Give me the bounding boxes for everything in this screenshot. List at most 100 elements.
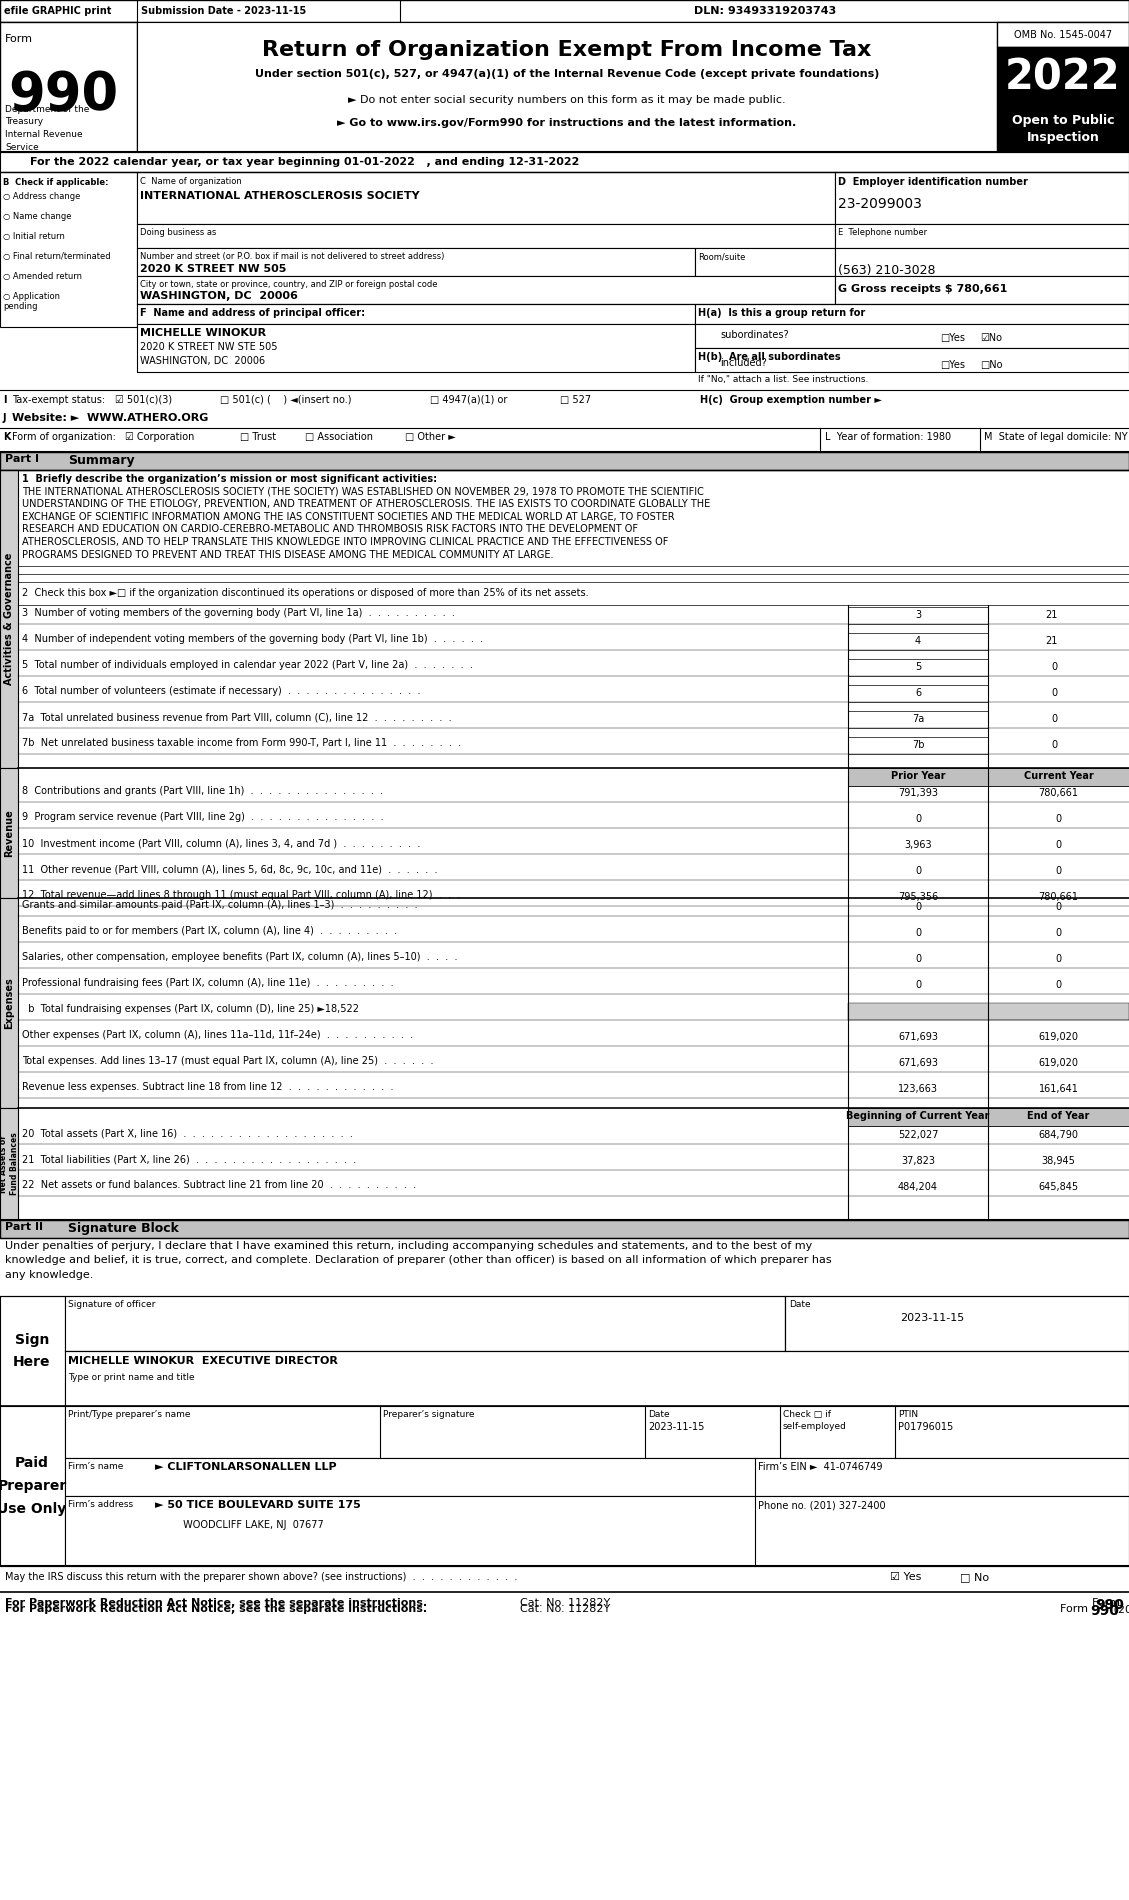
Text: 0: 0 [914, 980, 921, 990]
Text: Submission Date - 2023-11-15: Submission Date - 2023-11-15 [141, 6, 306, 15]
Text: □ Association: □ Association [305, 431, 373, 443]
Text: ► Do not enter social security numbers on this form as it may be made public.: ► Do not enter social security numbers o… [348, 95, 786, 104]
Text: 0: 0 [1056, 980, 1061, 990]
Text: 7b  Net unrelated business taxable income from Form 990-T, Part I, line 11  .  .: 7b Net unrelated business taxable income… [21, 737, 461, 749]
Bar [0, 0, 1129, 23]
Bar [785, 1296, 1129, 1351]
Text: ATHEROSCLEROSIS, AND TO HELP TRANSLATE THIS KNOWLEDGE INTO IMPROVING CLINICAL PR: ATHEROSCLEROSIS, AND TO HELP TRANSLATE T… [21, 538, 668, 547]
Bar [848, 711, 988, 728]
Bar [695, 325, 1129, 348]
Text: 6  Total number of volunteers (estimate if necessary)  .  .  .  .  .  .  .  .  .: 6 Total number of volunteers (estimate i… [21, 686, 420, 695]
Text: 2020 K STREET NW 505: 2020 K STREET NW 505 [140, 264, 287, 274]
Text: 780,661: 780,661 [1039, 891, 1078, 902]
Text: Date: Date [648, 1410, 669, 1419]
Text: C  Name of organization: C Name of organization [140, 177, 242, 186]
Bar [848, 768, 988, 787]
Text: Form of organization:: Form of organization: [12, 431, 116, 443]
Bar [997, 23, 1129, 48]
Text: 20  Total assets (Part X, line 16)  .  .  .  .  .  .  .  .  .  .  .  .  .  .  . : 20 Total assets (Part X, line 16) . . . … [21, 1129, 353, 1138]
Text: Signature of officer: Signature of officer [68, 1300, 156, 1309]
Text: ☑No: ☑No [980, 332, 1003, 344]
Bar [835, 224, 1129, 249]
Bar [137, 249, 695, 276]
Text: 37,823: 37,823 [901, 1155, 935, 1167]
Text: 671,693: 671,693 [898, 1032, 938, 1041]
Text: 0: 0 [914, 866, 921, 876]
Bar [848, 1003, 1129, 1020]
Text: Firm’s EIN ►  41-0746749: Firm’s EIN ► 41-0746749 [758, 1461, 883, 1473]
Text: 4: 4 [914, 636, 921, 646]
Text: Form: Form [1060, 1604, 1092, 1613]
Text: 22  Net assets or fund balances. Subtract line 21 from line 20  .  .  .  .  .  .: 22 Net assets or fund balances. Subtract… [21, 1180, 417, 1189]
Text: Firm’s address: Firm’s address [68, 1499, 133, 1509]
Text: Activities & Governance: Activities & Governance [5, 553, 14, 686]
Text: 9  Program service revenue (Part VIII, line 2g)  .  .  .  .  .  .  .  .  .  .  .: 9 Program service revenue (Part VIII, li… [21, 811, 384, 823]
Bar [988, 1108, 1129, 1127]
Text: □ No: □ No [960, 1571, 989, 1583]
Text: THE INTERNATIONAL ATHEROSCLEROSIS SOCIETY (THE SOCIETY) WAS ESTABLISHED ON NOVEM: THE INTERNATIONAL ATHEROSCLEROSIS SOCIET… [21, 486, 703, 498]
Text: Preparer’s signature: Preparer’s signature [383, 1410, 474, 1419]
Text: 10  Investment income (Part VIII, column (A), lines 3, 4, and 7d )  .  .  .  .  : 10 Investment income (Part VIII, column … [21, 838, 420, 847]
Text: b  Total fundraising expenses (Part IX, column (D), line 25) ►18,522: b Total fundraising expenses (Part IX, c… [21, 1003, 359, 1015]
Text: 2020 K STREET NW STE 505: 2020 K STREET NW STE 505 [140, 342, 278, 352]
Text: Grants and similar amounts paid (Part IX, column (A), lines 1–3)  .  .  .  .  . : Grants and similar amounts paid (Part IX… [21, 901, 418, 910]
Text: 0: 0 [914, 813, 921, 825]
Text: ► 50 TICE BOULEVARD SUITE 175: ► 50 TICE BOULEVARD SUITE 175 [155, 1499, 361, 1511]
Bar [835, 249, 1129, 276]
Text: Salaries, other compensation, employee benefits (Part IX, column (A), lines 5–10: Salaries, other compensation, employee b… [21, 952, 457, 961]
Text: 2  Check this box ►□ if the organization discontinued its operations or disposed: 2 Check this box ►□ if the organization … [21, 587, 588, 598]
Text: 7a  Total unrelated business revenue from Part VIII, column (C), line 12  .  .  : 7a Total unrelated business revenue from… [21, 712, 452, 722]
Text: 12  Total revenue—add lines 8 through 11 (must equal Part VIII, column (A), line: 12 Total revenue—add lines 8 through 11 … [21, 889, 461, 901]
Text: Form: Form [1093, 1598, 1124, 1607]
Text: UNDERSTANDING OF THE ETIOLOGY, PREVENTION, AND TREATMENT OF ATHEROSCLEROSIS. THE: UNDERSTANDING OF THE ETIOLOGY, PREVENTIO… [21, 500, 710, 509]
Text: Tax-exempt status:: Tax-exempt status: [12, 395, 105, 405]
Text: 0: 0 [1056, 840, 1061, 849]
Text: ○ Initial return: ○ Initial return [3, 232, 64, 241]
Text: If "No," attach a list. See instructions.: If "No," attach a list. See instructions… [698, 374, 868, 384]
Bar [65, 1296, 785, 1351]
Text: PTIN: PTIN [898, 1410, 918, 1419]
Text: ○ Application
pending: ○ Application pending [3, 293, 60, 312]
Text: 619,020: 619,020 [1039, 1058, 1078, 1068]
Text: Current Year: Current Year [1024, 771, 1093, 781]
Text: Cat. No. 11282Y: Cat. No. 11282Y [519, 1604, 610, 1613]
Text: WASHINGTON, DC  20006: WASHINGTON, DC 20006 [140, 355, 265, 367]
Text: Open to Public
Inspection: Open to Public Inspection [1012, 114, 1114, 144]
Text: Benefits paid to or for members (Part IX, column (A), line 4)  .  .  .  .  .  . : Benefits paid to or for members (Part IX… [21, 925, 397, 937]
Text: Under section 501(c), 527, or 4947(a)(1) of the Internal Revenue Code (except pr: Under section 501(c), 527, or 4947(a)(1)… [255, 68, 879, 80]
Text: WASHINGTON, DC  20006: WASHINGTON, DC 20006 [140, 291, 298, 300]
Text: 3,963: 3,963 [904, 840, 931, 849]
Bar [0, 1108, 18, 1220]
Text: H(a)  Is this a group return for: H(a) Is this a group return for [698, 308, 865, 317]
Text: Print/Type preparer’s name: Print/Type preparer’s name [68, 1410, 191, 1419]
Bar [65, 1351, 1129, 1406]
Text: (2022): (2022) [1110, 1604, 1129, 1613]
Text: Check □ if: Check □ if [784, 1410, 831, 1419]
Text: 11  Other revenue (Part VIII, column (A), lines 5, 6d, 8c, 9c, 10c, and 11e)  . : 11 Other revenue (Part VIII, column (A),… [21, 864, 438, 874]
Bar [137, 325, 695, 372]
Text: Signature Block: Signature Block [68, 1222, 178, 1235]
Text: □ Trust: □ Trust [240, 431, 277, 443]
Text: Number and street (or P.O. box if mail is not delivered to street address): Number and street (or P.O. box if mail i… [140, 253, 445, 260]
Bar [695, 249, 835, 276]
Bar [848, 737, 988, 754]
Bar [65, 1457, 1129, 1495]
Text: 0: 0 [914, 902, 921, 912]
Text: 6: 6 [914, 688, 921, 697]
Text: 0: 0 [1056, 902, 1061, 912]
Text: Date: Date [789, 1300, 811, 1309]
Text: Part II: Part II [5, 1222, 43, 1231]
Bar [848, 659, 988, 676]
Text: 0: 0 [1056, 813, 1061, 825]
Text: Type or print name and title: Type or print name and title [68, 1374, 194, 1381]
Text: Professional fundraising fees (Part IX, column (A), line 11e)  .  .  .  .  .  . : Professional fundraising fees (Part IX, … [21, 978, 394, 988]
Bar [0, 899, 18, 1108]
Text: subordinates?: subordinates? [720, 331, 789, 340]
Text: INTERNATIONAL ATHEROSCLEROSIS SOCIETY: INTERNATIONAL ATHEROSCLEROSIS SOCIETY [140, 192, 420, 201]
Bar [137, 276, 835, 304]
Text: For Paperwork Reduction Act Notice, see the separate instructions.: For Paperwork Reduction Act Notice, see … [5, 1604, 427, 1613]
Text: ☑ Corporation: ☑ Corporation [125, 431, 194, 443]
Text: 2022: 2022 [1005, 55, 1121, 99]
Text: 2023-11-15: 2023-11-15 [648, 1421, 704, 1433]
Text: End of Year: End of Year [1027, 1112, 1089, 1121]
